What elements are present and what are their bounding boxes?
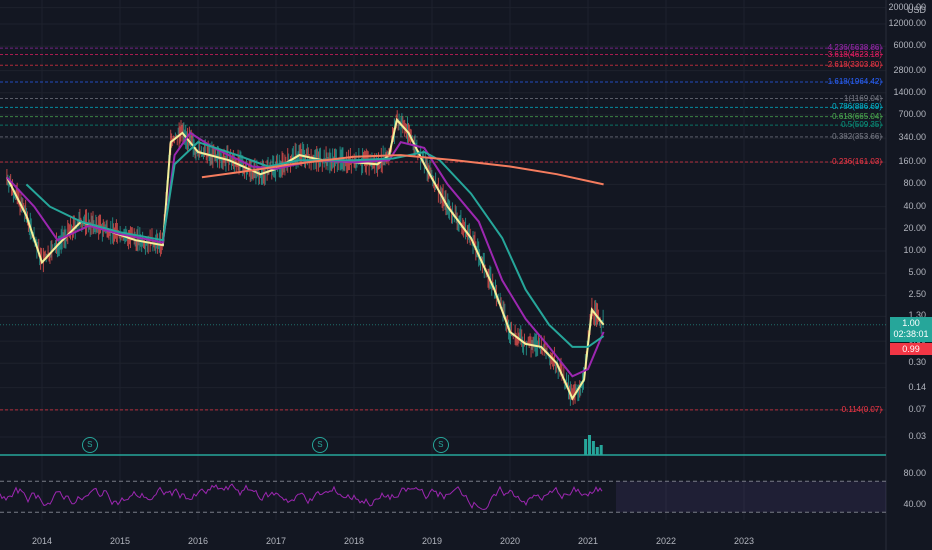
last-price-tag: 1.00 02:38:01 — [890, 316, 932, 342]
price-axis-tick: 2.50 — [908, 289, 926, 300]
time-axis-tick: 2015 — [110, 536, 131, 546]
price-axis-tick: 6000.00 — [893, 40, 926, 51]
price-axis-tick: 160.00 — [898, 156, 926, 167]
price-axis-tick: 2800.00 — [893, 64, 926, 75]
time-axis-tick: 2018 — [344, 536, 365, 546]
time-axis-tick: 2021 — [578, 536, 599, 546]
price-axis-tick: 340.00 — [898, 132, 926, 143]
price-axis-tick: 10.00 — [903, 245, 926, 255]
fib-level-label: 0.5(509.35) — [841, 120, 882, 130]
bar-countdown: 02:38:01 — [893, 328, 929, 339]
time-axis-tick: 2016 — [188, 536, 209, 546]
price-axis-tick: 12000.00 — [888, 18, 926, 28]
rsi-line — [0, 483, 603, 511]
volume-bar — [584, 439, 588, 455]
price-axis-tick: 1400.00 — [893, 86, 926, 97]
price-axis-tick: 0.07 — [908, 403, 926, 414]
fib-level-label: 0.618(665.04) — [832, 111, 882, 121]
fib-level-label: 2.618(3303.80) — [827, 60, 882, 70]
time-axis-tick: 2020 — [500, 536, 521, 546]
fib-level-label: 4.236(5638.86) — [827, 43, 882, 53]
volume-bar — [588, 435, 591, 455]
price-axis-tick: 20000.00 — [888, 1, 926, 12]
price-axis-currency: USD — [906, 5, 926, 15]
s-split-marker: S — [432, 437, 449, 453]
fib-level-label: 0.382(353.66) — [832, 131, 882, 141]
time-axis-tick: 2017 — [266, 536, 287, 546]
prev-price-tag: 0.99 — [890, 342, 932, 355]
price-axis-tick: 40.00 — [903, 200, 926, 211]
time-axis-tick: 2014 — [32, 536, 53, 546]
price-axis-tick: 20.00 — [903, 222, 926, 233]
time-axis-tick: 2019 — [422, 536, 443, 546]
volume-bar — [595, 447, 599, 455]
rsi-band — [616, 481, 886, 513]
volume-bar — [591, 441, 595, 455]
volume-bar — [599, 445, 603, 455]
moving-average-line-4 — [201, 154, 604, 186]
fib-level-label: 0.236(161.03) — [832, 157, 882, 167]
rsi-axis-tick: 80.00 — [903, 467, 926, 478]
price-axis-tick: 0.14 — [908, 381, 926, 392]
fib-level-label: 1.618(1964.42) — [827, 76, 882, 86]
time-axis-tick: 2023 — [734, 536, 755, 546]
price-axis-tick: 80.00 — [903, 178, 926, 189]
price-axis-tick: 700.00 — [898, 108, 926, 119]
time-axis-tick: 2022 — [656, 536, 677, 546]
price-axis-tick: 1.30 — [908, 310, 926, 321]
s-split-marker: S — [311, 437, 328, 453]
last-price-value: 1.00 — [902, 317, 920, 328]
moving-average-line-3 — [25, 140, 605, 348]
fib-level-label: 1(1169.04) — [843, 93, 882, 103]
fib-level-label: 0.786(886.69) — [832, 102, 882, 112]
moving-average-line-2 — [6, 131, 605, 378]
rsi-axis-tick: 40.00 — [903, 498, 926, 509]
price-axis-tick: 0.30 — [908, 357, 926, 368]
price-axis-tick: 0.03 — [908, 431, 926, 441]
s-split-marker: S — [81, 437, 98, 453]
fib-level-label: 3.618(4623.18) — [827, 49, 882, 59]
price-axis-tick: 5.00 — [908, 267, 926, 278]
fib-level-label: 0.114(0.07) — [841, 404, 882, 414]
